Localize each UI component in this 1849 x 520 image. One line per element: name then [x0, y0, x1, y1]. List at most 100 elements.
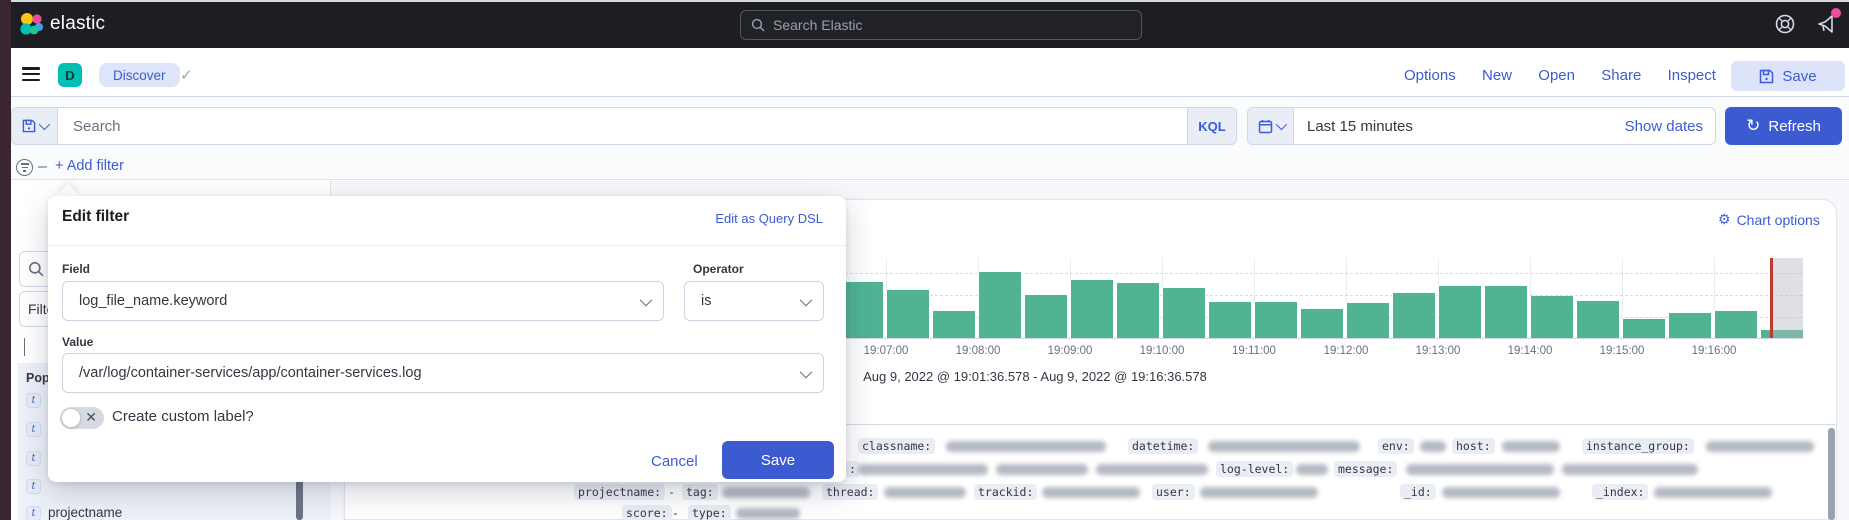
query-input[interactable]: Search — [73, 117, 121, 135]
field-name-badge: score: — [622, 505, 672, 520]
field-select[interactable]: log_file_name.keyword — [62, 281, 664, 321]
refresh-button[interactable]: ↻ Refresh — [1725, 107, 1842, 145]
x-axis-tick-label: 19:16:00 — [1691, 345, 1737, 357]
table-divider — [344, 424, 1837, 425]
chart-gridline-vertical — [1254, 258, 1255, 338]
edit-filter-popup: Edit filter Edit as Query DSL Field Oper… — [48, 196, 846, 482]
time-range-value[interactable]: Last 15 minutes — [1307, 117, 1413, 135]
chart-options-button[interactable]: ⚙ Chart options — [1718, 211, 1820, 228]
field-type-text-icon: t — [26, 422, 41, 437]
histogram-bar[interactable] — [1254, 302, 1298, 338]
redacted-value — [1420, 441, 1446, 452]
redacted-value — [946, 441, 1106, 452]
chevron-down-icon — [639, 293, 653, 306]
elastic-logo-icon — [20, 13, 43, 35]
edit-as-query-dsl-link[interactable]: Edit as Query DSL — [715, 211, 823, 226]
help-icon[interactable] — [1772, 11, 1798, 37]
field-empty-value: - — [668, 485, 675, 499]
operator-select[interactable]: is — [684, 281, 824, 321]
custom-label-toggle[interactable]: ✕ — [60, 407, 104, 429]
field-name-badge: user: — [1152, 484, 1195, 500]
histogram-bar[interactable] — [978, 272, 1022, 338]
histogram-bar[interactable] — [1208, 302, 1252, 338]
operator-label: Operator — [693, 262, 744, 276]
histogram-bar[interactable] — [1760, 330, 1804, 338]
refresh-icon: ↻ — [1746, 116, 1761, 135]
histogram-bar[interactable] — [886, 290, 930, 338]
value-select[interactable]: /var/log/container-services/app/containe… — [62, 353, 824, 393]
histogram-bar[interactable] — [1668, 313, 1712, 338]
x-axis-tick-label: 19:09:00 — [1047, 345, 1093, 357]
announcements-icon[interactable] — [1814, 8, 1841, 37]
histogram-bar[interactable] — [1714, 311, 1758, 338]
histogram-bar[interactable] — [840, 282, 884, 338]
histogram-bar[interactable] — [1300, 309, 1344, 338]
gear-icon: ⚙ — [1718, 211, 1731, 227]
histogram-bar[interactable] — [1576, 301, 1620, 338]
popup-title: Edit filter — [62, 208, 130, 225]
sidebar-field-projectname[interactable]: projectname — [48, 505, 123, 520]
collapse-chevron-icon[interactable] — [24, 338, 25, 356]
field-name-badge: instance_group: — [1582, 438, 1694, 454]
field-name-badge: type: — [688, 505, 731, 520]
save-button[interactable]: Save — [1731, 61, 1845, 91]
current-time-marker — [1770, 258, 1773, 338]
global-search-input[interactable]: Search Elastic — [740, 10, 1142, 40]
popup-divider — [48, 245, 846, 246]
field-type-text-icon: t — [26, 451, 41, 466]
histogram-bar[interactable] — [1116, 283, 1160, 338]
partial-bucket-shade — [1770, 258, 1803, 338]
save-query-icon — [22, 119, 36, 133]
calendar-icon — [1258, 119, 1272, 133]
share-link[interactable]: Share — [1601, 67, 1642, 84]
kql-language-button[interactable]: KQL — [1187, 108, 1236, 144]
date-quick-menu-button[interactable] — [1248, 108, 1294, 144]
menu-icon[interactable] — [22, 67, 40, 81]
redacted-value — [1562, 464, 1698, 475]
chevron-down-icon — [1275, 118, 1287, 131]
redacted-value — [1442, 487, 1560, 498]
saved-query-menu-button[interactable] — [12, 108, 58, 144]
x-axis-tick-label: 19:14:00 — [1507, 345, 1553, 357]
histogram-bar[interactable] — [932, 311, 976, 338]
field-type-text-icon: t — [26, 479, 41, 494]
save-icon — [1760, 69, 1774, 83]
histogram-bar[interactable] — [1530, 296, 1574, 338]
histogram-bar[interactable] — [1392, 293, 1436, 338]
inspect-link[interactable]: Inspect — [1667, 67, 1716, 84]
open-link[interactable]: Open — [1538, 67, 1575, 84]
redacted-value — [996, 464, 1088, 475]
options-link[interactable]: Options — [1404, 67, 1456, 84]
window-top-line — [0, 0, 1849, 2]
x-axis-tick-label: 19:07:00 — [863, 345, 909, 357]
x-axis-tick-label: 19:11:00 — [1232, 345, 1276, 357]
histogram-bar[interactable] — [1622, 319, 1666, 338]
popup-save-button[interactable]: Save — [722, 441, 834, 479]
space-badge[interactable]: D — [58, 63, 82, 87]
new-link[interactable]: New — [1481, 67, 1512, 84]
table-scrollbar[interactable] — [1828, 428, 1835, 520]
histogram-bar[interactable] — [1070, 280, 1114, 338]
search-icon — [29, 262, 44, 277]
redacted-value — [1654, 487, 1772, 498]
filter-menu-icon[interactable] — [16, 159, 33, 176]
field-name-badge: _id: — [1400, 484, 1436, 500]
field-empty-value: - — [672, 506, 679, 520]
add-filter-link[interactable]: + Add filter — [55, 158, 124, 174]
breadcrumb-discover[interactable]: Discover — [99, 63, 180, 87]
custom-label-text: Create custom label? — [112, 408, 254, 425]
redacted-value — [1296, 464, 1328, 475]
histogram-bar[interactable] — [1162, 288, 1206, 338]
histogram-bar[interactable] — [1346, 303, 1390, 338]
elastic-wordmark: elastic — [50, 13, 106, 34]
histogram-bar[interactable] — [1438, 286, 1482, 338]
histogram-bar[interactable] — [1484, 286, 1528, 338]
cancel-button[interactable]: Cancel — [651, 453, 698, 470]
kql-query-bar: Search KQL — [11, 107, 1237, 145]
histogram-bar[interactable] — [1024, 295, 1068, 338]
field-name-badge: classname: — [858, 438, 936, 454]
redacted-value — [736, 508, 800, 519]
notification-dot — [1831, 8, 1841, 18]
show-dates-link[interactable]: Show dates — [1624, 117, 1703, 135]
